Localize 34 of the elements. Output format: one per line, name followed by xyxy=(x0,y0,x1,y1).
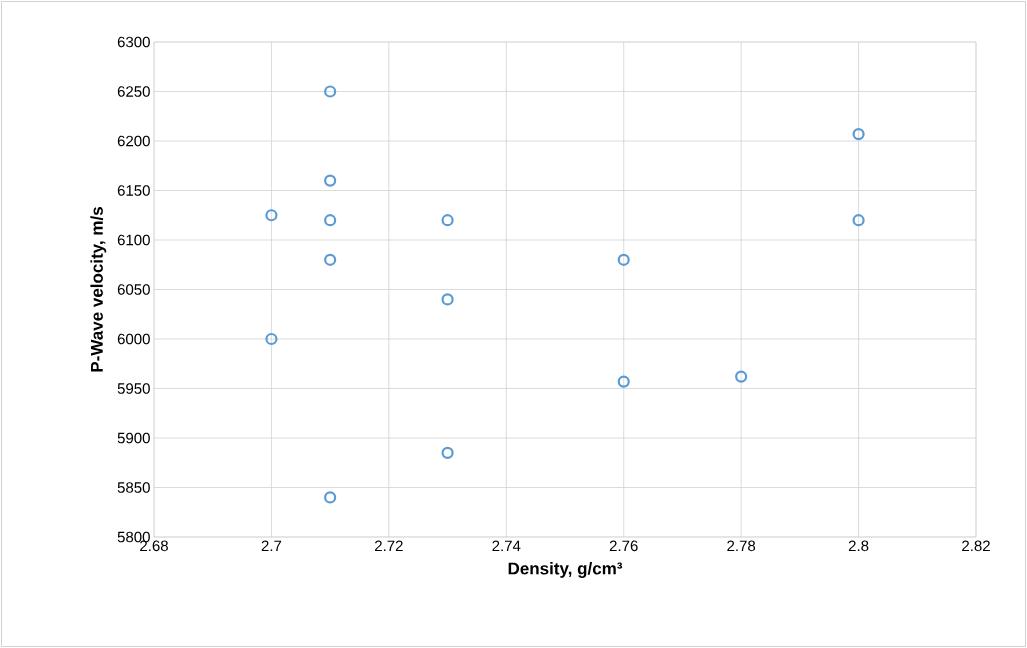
y-tick-label: 6000 xyxy=(117,333,150,345)
point xyxy=(441,293,454,306)
x-tick-label: 2.72 xyxy=(375,540,403,552)
x-axis-title: Density, g/cm³ xyxy=(508,562,623,578)
y-axis-title: P-Wave velocity, m/s xyxy=(90,207,107,372)
y-tick-label: 5950 xyxy=(117,383,150,394)
point xyxy=(324,214,337,227)
point xyxy=(265,209,278,222)
y-tick-label: 6050 xyxy=(117,284,150,295)
y-tick-label: 5850 xyxy=(117,482,150,493)
point xyxy=(265,332,278,346)
point xyxy=(617,375,630,388)
point xyxy=(852,214,865,227)
y-tick-label: 6200 xyxy=(117,135,150,147)
x-tick-label: 2.7 xyxy=(261,540,282,552)
y-tick-label: 6250 xyxy=(117,86,150,97)
point xyxy=(852,127,865,141)
x-tick-label: 2.82 xyxy=(962,540,990,552)
point xyxy=(735,370,748,383)
y-tick-label: 5900 xyxy=(117,432,150,444)
point xyxy=(324,85,337,98)
point xyxy=(441,214,454,227)
point xyxy=(324,491,337,504)
x-tick-label: 2.76 xyxy=(609,540,638,552)
point xyxy=(441,446,454,459)
x-tick-label: 2.74 xyxy=(492,540,521,552)
point xyxy=(324,253,337,266)
y-tick-label: 6300 xyxy=(117,36,150,48)
point xyxy=(324,174,337,187)
point xyxy=(617,253,630,266)
x-tick-label: 2.78 xyxy=(727,540,756,552)
y-tick-label: 6100 xyxy=(117,234,150,246)
y-tick-label: 6150 xyxy=(117,185,150,196)
x-tick-label: 2.8 xyxy=(848,540,869,552)
